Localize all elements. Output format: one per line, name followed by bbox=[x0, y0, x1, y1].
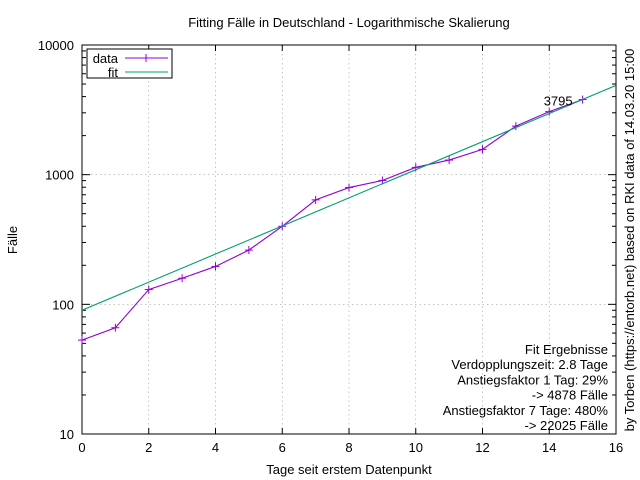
fit-result-line: Anstiegsfaktor 1 Tag: 29% bbox=[457, 372, 608, 387]
x-axis-label: Tage seit erstem Datenpunkt bbox=[266, 462, 432, 477]
data-point bbox=[378, 176, 387, 185]
legend-label: fit bbox=[108, 65, 119, 80]
data-point bbox=[244, 246, 253, 255]
x-tick-label: 2 bbox=[145, 440, 152, 455]
legend-label: data bbox=[93, 51, 119, 66]
grid bbox=[82, 45, 616, 434]
x-tick-label: 4 bbox=[212, 440, 219, 455]
x-tick-label: 6 bbox=[279, 440, 286, 455]
series-line-data bbox=[82, 99, 583, 341]
data-point bbox=[545, 107, 554, 116]
x-tick-label: 16 bbox=[609, 440, 623, 455]
y-tick-label: 100 bbox=[52, 297, 74, 312]
annotation-layer: 3795 bbox=[544, 94, 573, 109]
y-axis-label: Fälle bbox=[5, 226, 20, 254]
y-axis: 10 100 1000 10000 bbox=[38, 38, 616, 442]
data-point bbox=[178, 274, 187, 283]
data-point bbox=[478, 145, 487, 154]
x-axis: 0 2 4 6 8 10 12 14 16 bbox=[78, 45, 623, 455]
x-tick-label: 8 bbox=[345, 440, 352, 455]
fit-result-line: -> 22025 Fälle bbox=[525, 418, 608, 433]
series-line-fit bbox=[82, 84, 616, 311]
x-tick-label: 0 bbox=[78, 440, 85, 455]
chart-title: Fitting Fälle in Deutschland - Logarithm… bbox=[188, 15, 510, 30]
point-annotation: 3795 bbox=[544, 94, 573, 109]
data-point bbox=[445, 156, 454, 165]
data-point bbox=[211, 262, 220, 271]
data-point bbox=[111, 323, 120, 332]
x-tick-label: 14 bbox=[542, 440, 556, 455]
fit-result-line: Anstiegsfaktor 7 Tage: 480% bbox=[443, 403, 609, 418]
fit-result-line: Verdopplungszeit: 2.8 Tage bbox=[451, 357, 608, 372]
data-point bbox=[345, 183, 353, 192]
y-tick-label: 10 bbox=[60, 427, 74, 442]
y-tick-label: 1000 bbox=[45, 168, 74, 183]
data-point bbox=[311, 195, 320, 204]
source-label: by Torben (https://entorb.net) based on … bbox=[622, 49, 637, 432]
legend-box bbox=[86, 48, 173, 79]
fit-result-line: -> 4878 Fälle bbox=[532, 388, 608, 403]
y-tick-label: 10000 bbox=[38, 38, 74, 53]
x-tick-label: 12 bbox=[475, 440, 489, 455]
x-tick-label: 10 bbox=[409, 440, 423, 455]
fit-result-line: Fit Ergebnisse bbox=[525, 342, 608, 357]
data-point bbox=[78, 336, 86, 345]
series-layer bbox=[78, 84, 616, 345]
data-point bbox=[144, 285, 153, 294]
